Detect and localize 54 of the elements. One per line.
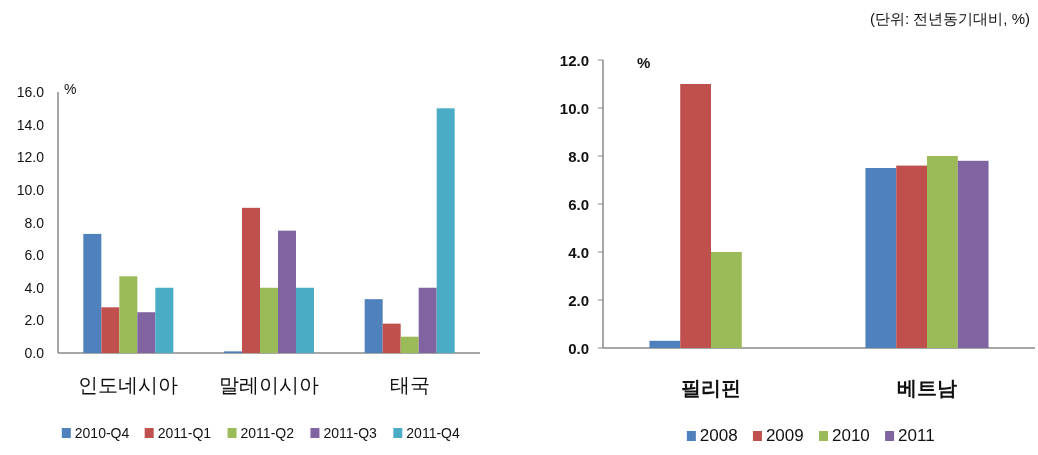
bar xyxy=(436,108,455,353)
y-tick-label: 4.0 xyxy=(568,243,589,261)
bar xyxy=(957,160,989,348)
bar xyxy=(649,340,681,348)
y-tick-label: 8.0 xyxy=(24,214,45,231)
bar xyxy=(155,287,174,353)
y-tick-label: 6.0 xyxy=(568,195,589,213)
bar xyxy=(680,84,711,348)
bar xyxy=(896,165,927,348)
legend-label: 2008 xyxy=(699,426,738,445)
bar xyxy=(296,287,315,353)
y-tick-label: 12.0 xyxy=(559,51,589,69)
y-tick-label: 2.0 xyxy=(568,291,589,309)
x-tick-label: 말레이시아 xyxy=(219,374,319,396)
x-tick-label: 인도네시아 xyxy=(78,374,179,396)
legend-label: 2011-Q2 xyxy=(240,425,295,441)
y-axis-title: % xyxy=(637,54,651,71)
legend-label: 2010-Q4 xyxy=(74,425,130,441)
bar xyxy=(418,287,437,353)
y-tick-label: 6.0 xyxy=(24,247,45,264)
bar xyxy=(865,168,897,348)
y-tick-label: 8.0 xyxy=(568,147,589,165)
x-tick-label: 필리핀 xyxy=(681,377,741,399)
legend-label: 2011 xyxy=(898,426,935,445)
bar xyxy=(137,312,156,353)
y-tick-label: 16.0 xyxy=(16,84,45,100)
legend-label: 2010 xyxy=(832,426,870,445)
bar xyxy=(927,156,958,348)
bar xyxy=(711,252,742,348)
y-tick-label: 2.0 xyxy=(24,312,45,329)
bar xyxy=(101,307,120,353)
bar xyxy=(260,287,278,353)
bar xyxy=(119,276,138,353)
bar xyxy=(83,233,102,353)
bar xyxy=(400,336,419,353)
y-tick-label: 0.0 xyxy=(24,345,45,361)
x-tick-label: 베트남 xyxy=(897,377,957,399)
y-tick-label: 10.0 xyxy=(16,181,45,198)
text: (단위: 전년동기대비, %) xyxy=(870,10,1030,27)
y-tick-label: 10.0 xyxy=(559,99,589,117)
y-axis-title: % xyxy=(64,81,77,97)
legend-label: 2011-Q3 xyxy=(323,425,378,441)
y-tick-label: 4.0 xyxy=(24,279,45,296)
y-tick-label: 12.0 xyxy=(16,149,45,166)
bar xyxy=(278,230,297,353)
y-tick-label: 14.0 xyxy=(16,116,45,133)
bar xyxy=(241,207,260,353)
legend-label: 2011-Q1 xyxy=(157,425,212,441)
legend-label: 2009 xyxy=(765,426,804,445)
bar xyxy=(382,323,401,353)
legend-label: 2011-Q4 xyxy=(406,425,460,441)
y-tick-label: 0.0 xyxy=(568,339,589,357)
bar xyxy=(364,299,383,353)
x-tick-label: 태국 xyxy=(389,374,430,396)
